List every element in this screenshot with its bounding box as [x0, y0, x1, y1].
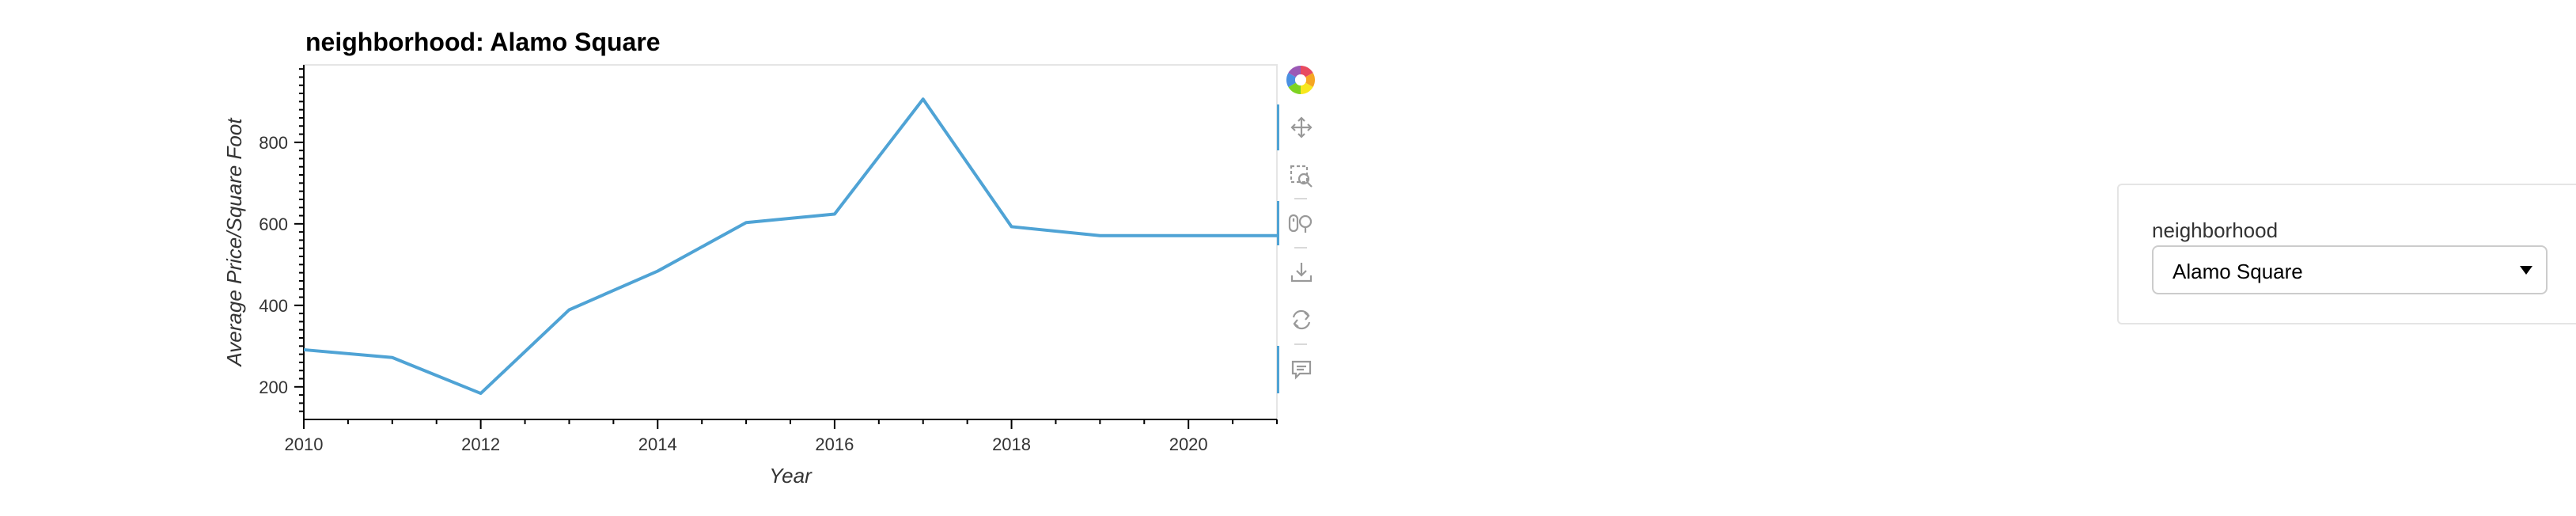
data-point [1186, 233, 1191, 238]
data-point [921, 97, 926, 101]
wheel-zoom-icon[interactable] [1288, 214, 1313, 233]
data-point [832, 211, 837, 216]
box-zoom-icon[interactable] [1290, 165, 1313, 188]
data-point [1010, 224, 1014, 229]
data-point [655, 269, 660, 274]
pan-icon[interactable] [1290, 116, 1313, 138]
x-axis-label: Year [769, 464, 813, 488]
bokeh-logo-icon[interactable] [1286, 66, 1316, 95]
selected-neighborhood: Alamo Square [2173, 260, 2303, 283]
y-tick-label: 400 [259, 296, 288, 316]
data-point [301, 347, 306, 352]
plot-area[interactable] [303, 64, 1278, 420]
y-axis: 200 400 600 800 [259, 65, 305, 419]
x-tick-label: 2016 [815, 434, 854, 454]
y-axis-label: Average Price/Square Foot [222, 117, 246, 368]
chart-title: neighborhood: Alamo Square [305, 28, 661, 56]
data-point [566, 307, 571, 312]
neighborhood-label: neighborhood [2152, 218, 2279, 242]
data-point [390, 355, 395, 360]
data-point [744, 220, 748, 225]
x-tick-label: 2010 [285, 434, 324, 454]
x-tick-label: 2020 [1169, 434, 1208, 454]
y-tick-label: 600 [259, 214, 288, 234]
chart-toolbar [1277, 66, 1316, 393]
x-axis: 2010 2012 2014 2016 2018 2020 [285, 419, 1278, 454]
hover-active-indicator [1277, 346, 1279, 393]
x-tick-label: 2012 [461, 434, 500, 454]
y-tick-label: 800 [259, 133, 288, 153]
wheel-zoom-active-indicator [1277, 201, 1279, 245]
neighborhood-select[interactable]: Alamo Square [2152, 245, 2548, 294]
dropdown-caret-icon [2520, 266, 2532, 275]
series-layer [301, 97, 1277, 396]
x-tick-label: 2018 [992, 434, 1031, 454]
reset-icon[interactable] [1292, 309, 1311, 330]
data-point [479, 391, 483, 396]
series-line [303, 97, 1277, 396]
neighborhood-widget: neighborhood Alamo Square [2117, 184, 2576, 324]
pan-active-indicator [1277, 104, 1279, 150]
line-chart: neighborhood: Alamo Square 2010 2012 2014 2… [222, 28, 1316, 488]
data-point [1097, 233, 1102, 238]
x-tick-label: 2014 [638, 434, 677, 454]
save-icon[interactable] [1290, 263, 1313, 283]
hover-icon[interactable] [1291, 360, 1312, 380]
y-tick-label: 200 [259, 378, 288, 397]
